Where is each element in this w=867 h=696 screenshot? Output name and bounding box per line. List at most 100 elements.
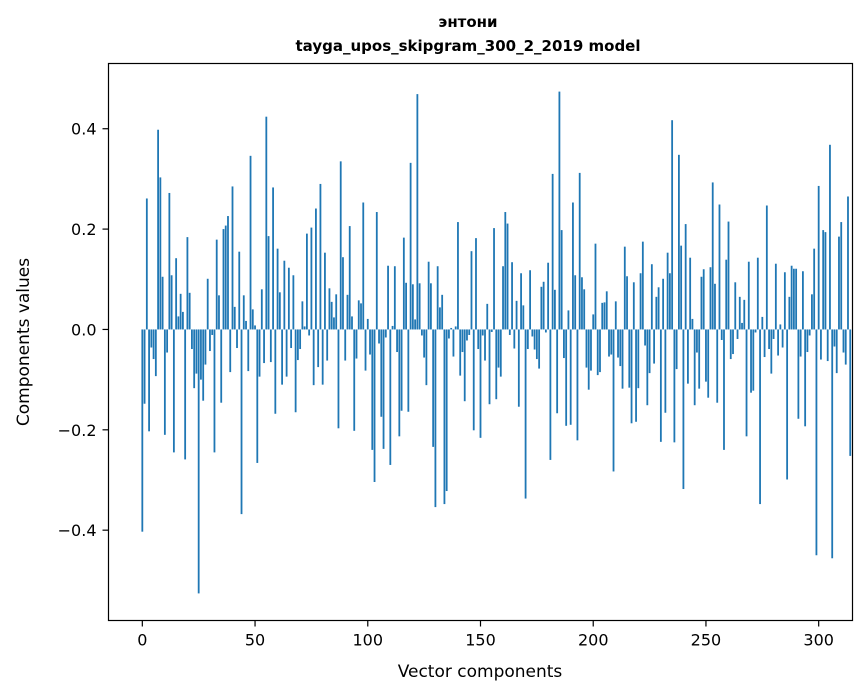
bar-258 (723, 329, 725, 450)
bar-120 (411, 284, 414, 330)
bar-237 (675, 329, 678, 370)
bar-218 (632, 282, 635, 330)
bar-182 (551, 173, 554, 330)
bar-203 (599, 329, 601, 373)
bar-206 (605, 291, 608, 330)
bar-19 (184, 329, 187, 460)
bar-58 (272, 187, 274, 330)
bar-68 (294, 329, 297, 413)
bar-238 (678, 154, 680, 330)
bar-210 (614, 301, 617, 330)
bar-53 (260, 289, 263, 330)
bar-40 (231, 186, 234, 330)
x-tick-label-100: 100 (352, 631, 383, 650)
bar-52 (258, 329, 261, 377)
bar-20 (186, 237, 189, 330)
bar-172 (529, 270, 531, 330)
bar-233 (666, 252, 669, 330)
bar-304 (826, 329, 829, 362)
bar-144 (466, 329, 468, 341)
bar-302 (822, 230, 825, 330)
bar-50 (254, 325, 256, 330)
bar-9 (161, 276, 164, 330)
chart-title-line-2: tayga_upos_skipgram_300_2_2019 model (296, 37, 641, 55)
bar-62 (281, 329, 283, 385)
bar-133 (441, 294, 444, 330)
bar-84 (330, 301, 333, 330)
bar-183 (554, 289, 556, 330)
bar-105 (378, 329, 380, 344)
bar-215 (626, 276, 628, 330)
bar-178 (542, 281, 545, 330)
bar-260 (727, 221, 730, 330)
bar-159 (499, 329, 502, 377)
bar-139 (454, 326, 457, 330)
bar-124 (420, 329, 423, 336)
bar-17 (179, 293, 182, 330)
bar-154 (488, 329, 491, 405)
bar-95 (355, 329, 358, 359)
bar-247 (698, 329, 701, 389)
bar-196 (583, 289, 586, 330)
bar-29 (206, 278, 209, 330)
bar-90 (344, 329, 347, 361)
bar-33 (215, 239, 218, 330)
bar-112 (393, 266, 396, 330)
bar-145 (468, 329, 471, 335)
bar-174 (533, 329, 536, 350)
bar-273 (756, 257, 759, 330)
bar-82 (326, 329, 329, 361)
bar-158 (497, 329, 500, 368)
bar-14 (172, 329, 175, 453)
bar-27 (202, 329, 205, 401)
bar-122 (416, 94, 419, 330)
bar-291 (797, 329, 800, 419)
bar-64 (285, 329, 288, 377)
bar-230 (659, 329, 662, 442)
bar-39 (229, 329, 232, 373)
bar-88 (339, 161, 342, 330)
bar-187 (563, 329, 565, 359)
bar-242 (687, 329, 689, 384)
bar-134 (443, 329, 446, 505)
bar-104 (375, 212, 378, 330)
bar-97 (360, 303, 362, 330)
bar-107 (382, 329, 385, 449)
bar-266 (741, 322, 743, 330)
bar-257 (720, 329, 723, 340)
bar-138 (452, 329, 455, 357)
bar-249 (702, 269, 705, 330)
bar-78 (317, 329, 320, 368)
bar-141 (459, 329, 462, 376)
x-tick-label-0: 0 (137, 631, 147, 650)
bar-268 (745, 329, 748, 437)
bar-108 (384, 329, 387, 338)
bar-77 (315, 208, 317, 330)
bar-35 (220, 329, 223, 403)
bar-180 (547, 262, 550, 330)
bar-41 (233, 306, 236, 330)
bar-293 (802, 271, 804, 330)
bar-217 (630, 329, 633, 424)
bar-65 (287, 267, 290, 330)
bar-129 (432, 329, 435, 447)
bar-57 (269, 329, 272, 363)
bar-224 (646, 329, 649, 406)
bar-209 (612, 329, 615, 472)
bar-12 (168, 192, 171, 330)
bar-166 (515, 300, 518, 330)
bar-298 (813, 248, 816, 330)
bar-287 (788, 296, 791, 330)
bar-125 (423, 329, 426, 358)
bar-274 (759, 329, 761, 505)
bar-26 (200, 329, 202, 380)
bar-259 (725, 259, 728, 330)
bar-49 (251, 309, 254, 330)
bar-188 (565, 329, 568, 426)
bar-150 (479, 329, 482, 438)
bar-153 (486, 303, 489, 330)
bar-214 (623, 246, 626, 330)
bar-10 (163, 329, 166, 435)
bar-7 (157, 129, 159, 330)
bar-21 (188, 292, 191, 330)
